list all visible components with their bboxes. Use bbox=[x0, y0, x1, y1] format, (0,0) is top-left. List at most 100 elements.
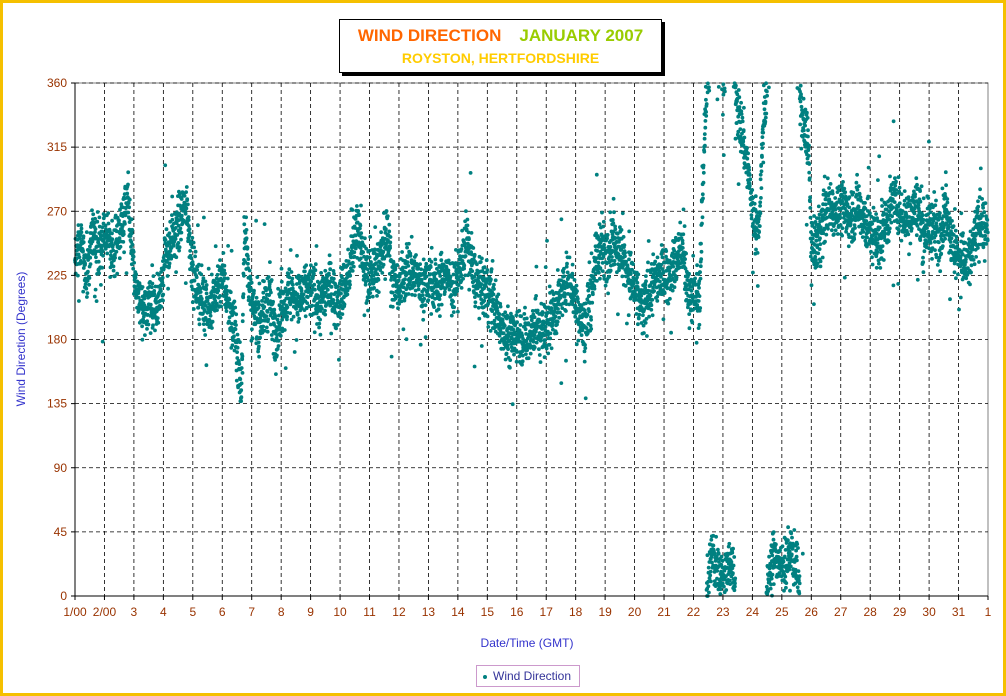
data-point bbox=[320, 306, 324, 311]
data-point bbox=[94, 299, 99, 303]
data-point bbox=[567, 255, 572, 260]
data-point bbox=[222, 268, 227, 273]
data-point bbox=[502, 323, 507, 328]
data-point bbox=[341, 262, 346, 267]
data-point bbox=[209, 272, 214, 277]
data-point bbox=[767, 554, 771, 559]
data-point bbox=[277, 313, 281, 318]
data-point bbox=[121, 232, 126, 237]
data-point bbox=[83, 261, 87, 266]
data-point bbox=[159, 289, 163, 293]
data-point bbox=[114, 249, 119, 254]
data-point bbox=[597, 270, 601, 275]
data-point bbox=[256, 340, 261, 345]
data-point bbox=[812, 302, 816, 306]
data-point bbox=[506, 304, 510, 309]
data-point bbox=[683, 266, 688, 271]
data-point bbox=[313, 287, 317, 292]
data-point bbox=[463, 273, 468, 278]
data-point bbox=[381, 249, 386, 254]
data-point bbox=[464, 227, 469, 232]
data-point bbox=[390, 304, 395, 309]
data-point bbox=[643, 285, 648, 290]
data-point bbox=[616, 312, 620, 317]
data-point bbox=[707, 590, 711, 595]
data-point bbox=[742, 135, 747, 140]
data-point bbox=[815, 264, 819, 269]
data-point bbox=[655, 255, 660, 260]
data-point bbox=[696, 299, 701, 303]
data-point bbox=[643, 321, 648, 325]
data-point bbox=[423, 303, 428, 308]
data-point bbox=[254, 295, 259, 300]
data-point bbox=[333, 310, 338, 315]
data-point bbox=[455, 286, 460, 291]
data-point bbox=[155, 316, 160, 320]
data-point bbox=[276, 338, 281, 343]
data-point bbox=[257, 302, 262, 307]
data-point bbox=[715, 569, 720, 573]
data-point bbox=[278, 333, 283, 338]
data-point bbox=[232, 334, 236, 339]
data-point bbox=[313, 262, 318, 267]
data-point bbox=[558, 310, 562, 315]
data-point bbox=[260, 299, 264, 303]
data-point bbox=[818, 264, 823, 269]
data-point bbox=[445, 284, 449, 289]
data-point bbox=[113, 252, 117, 257]
data-point bbox=[664, 249, 669, 254]
data-point bbox=[359, 203, 363, 208]
data-point bbox=[880, 244, 885, 249]
data-point bbox=[687, 312, 692, 316]
data-point bbox=[408, 254, 413, 258]
data-point bbox=[234, 378, 239, 383]
data-point bbox=[150, 285, 154, 290]
data-point bbox=[255, 275, 260, 279]
data-point bbox=[820, 213, 824, 217]
data-point bbox=[738, 127, 743, 131]
data-point bbox=[797, 581, 802, 586]
data-point bbox=[74, 256, 79, 261]
data-point bbox=[287, 267, 292, 272]
data-point bbox=[439, 250, 444, 255]
data-point bbox=[291, 282, 295, 287]
data-point bbox=[590, 300, 595, 305]
data-point bbox=[747, 183, 752, 188]
data-point bbox=[312, 282, 317, 287]
data-point bbox=[93, 287, 98, 292]
data-point bbox=[712, 579, 717, 584]
data-point bbox=[475, 262, 479, 267]
data-point bbox=[548, 331, 553, 336]
data-point bbox=[357, 213, 361, 218]
data-point bbox=[814, 258, 818, 262]
data-point bbox=[695, 263, 699, 268]
data-point bbox=[472, 275, 477, 279]
data-point bbox=[93, 216, 97, 221]
data-point bbox=[239, 366, 244, 370]
data-point bbox=[148, 302, 153, 307]
data-point bbox=[167, 261, 172, 266]
data-point bbox=[863, 201, 867, 205]
data-point bbox=[406, 292, 411, 296]
data-point bbox=[710, 560, 714, 565]
data-point bbox=[163, 163, 168, 168]
data-point bbox=[798, 83, 803, 88]
data-point bbox=[470, 269, 475, 273]
data-point bbox=[449, 313, 454, 318]
data-point bbox=[201, 322, 206, 326]
data-point bbox=[338, 303, 343, 308]
data-point bbox=[814, 238, 819, 243]
data-point bbox=[376, 290, 381, 294]
data-point bbox=[328, 267, 333, 272]
data-point bbox=[569, 284, 574, 288]
data-point bbox=[737, 95, 742, 100]
data-point bbox=[238, 340, 242, 344]
data-point bbox=[101, 253, 105, 258]
data-point bbox=[329, 292, 334, 296]
data-point bbox=[186, 202, 190, 207]
data-point bbox=[520, 362, 524, 367]
data-point bbox=[335, 284, 340, 289]
data-point bbox=[215, 272, 220, 277]
data-point bbox=[613, 227, 618, 232]
